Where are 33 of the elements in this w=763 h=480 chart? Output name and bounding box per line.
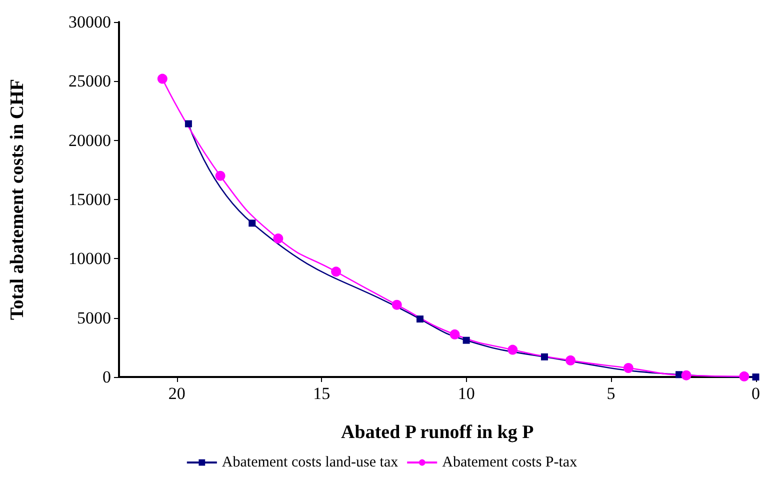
point bbox=[157, 74, 168, 84]
x-tick-label: 0 bbox=[752, 384, 760, 403]
point bbox=[331, 266, 342, 277]
point bbox=[392, 300, 402, 310]
x-tick-label: 20 bbox=[168, 384, 186, 403]
y-axis-title: Total abatement costs in CHF bbox=[7, 78, 28, 320]
point bbox=[676, 371, 683, 378]
x-tick-label: 15 bbox=[313, 384, 330, 403]
point bbox=[273, 234, 284, 244]
point bbox=[450, 329, 460, 340]
point bbox=[566, 355, 576, 366]
point bbox=[416, 316, 424, 323]
point bbox=[540, 353, 548, 360]
point bbox=[739, 371, 750, 382]
point bbox=[215, 170, 226, 181]
y-tick-label: 25000 bbox=[68, 72, 111, 91]
point bbox=[623, 363, 634, 374]
point bbox=[248, 220, 256, 227]
point bbox=[681, 370, 692, 380]
y-tick-label: 15000 bbox=[68, 190, 111, 209]
y-tick-label: 30000 bbox=[68, 12, 111, 32]
point bbox=[462, 336, 470, 344]
legend-label: Abatement costs land-use tax bbox=[222, 454, 399, 470]
point bbox=[508, 344, 518, 355]
y-tick-label: 5000 bbox=[77, 308, 111, 328]
x-tick-label: 10 bbox=[458, 384, 475, 403]
y-tick-label: 20000 bbox=[68, 130, 111, 150]
point bbox=[184, 120, 192, 128]
y-tick-label: 0 bbox=[102, 368, 111, 386]
x-axis-title: Abated P runoff in kg P bbox=[341, 422, 534, 443]
y-tick-label: 10000 bbox=[68, 249, 111, 268]
x-tick-label: 5 bbox=[606, 384, 616, 403]
legend-label: Abatement costs P-tax bbox=[442, 454, 578, 470]
